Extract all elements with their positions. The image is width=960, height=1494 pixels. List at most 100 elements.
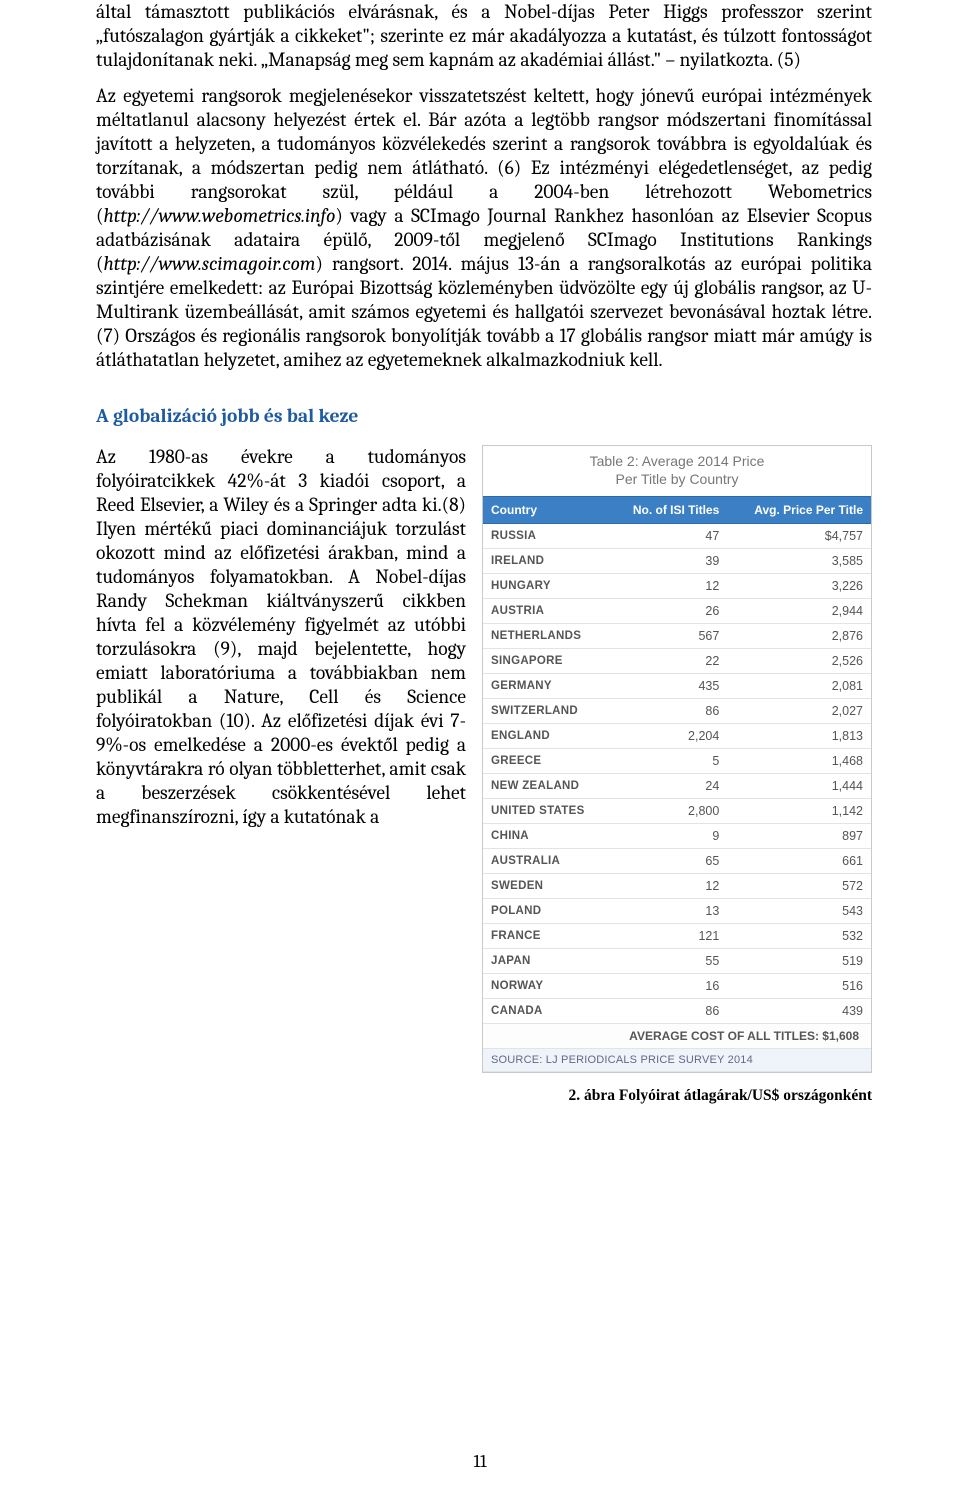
table-row: ENGLAND2,2041,813: [483, 724, 871, 749]
table-row: JAPAN55519: [483, 949, 871, 974]
paragraph-3: Az 1980-as évekre a tudományos folyóirat…: [96, 445, 466, 829]
page-number: 11: [0, 1451, 960, 1472]
cell-titles: 2,800: [609, 799, 727, 824]
header-country: Country: [483, 497, 609, 524]
paragraph-2: Az egyetemi rangsorok megjelenésekor vis…: [96, 84, 872, 372]
cell-country: ENGLAND: [483, 724, 609, 749]
cell-price: $4,757: [727, 524, 871, 549]
header-titles: No. of ISI Titles: [609, 497, 727, 524]
paragraph-1: által támasztott publikációs elvárásnak,…: [96, 0, 872, 72]
cell-titles: 12: [609, 874, 727, 899]
cell-titles: 22: [609, 649, 727, 674]
cell-titles: 55: [609, 949, 727, 974]
cell-titles: 435: [609, 674, 727, 699]
cell-price: 661: [727, 849, 871, 874]
cell-price: 572: [727, 874, 871, 899]
table-title-line1: Table 2: Average 2014 Price: [590, 453, 765, 469]
table-row: NETHERLANDS5672,876: [483, 624, 871, 649]
table-row: SWITZERLAND862,027: [483, 699, 871, 724]
table-source: SOURCE: LJ PERIODICALS PRICE SURVEY 2014: [483, 1049, 871, 1072]
table-average: AVERAGE COST OF ALL TITLES: $1,608: [483, 1024, 871, 1049]
table-row: SINGAPORE222,526: [483, 649, 871, 674]
table-row: CHINA9897: [483, 824, 871, 849]
cell-country: FRANCE: [483, 924, 609, 949]
cell-price: 3,226: [727, 574, 871, 599]
cell-price: 2,027: [727, 699, 871, 724]
cell-price: 2,876: [727, 624, 871, 649]
cell-titles: 65: [609, 849, 727, 874]
table-row: NEW ZEALAND241,444: [483, 774, 871, 799]
url-webometrics: http://www.webometrics.info: [103, 204, 335, 227]
table-title: Table 2: Average 2014 Price Per Title by…: [483, 446, 871, 496]
cell-country: JAPAN: [483, 949, 609, 974]
cell-titles: 121: [609, 924, 727, 949]
cell-country: AUSTRIA: [483, 599, 609, 624]
cell-price: 1,468: [727, 749, 871, 774]
cell-titles: 9: [609, 824, 727, 849]
cell-titles: 12: [609, 574, 727, 599]
cell-country: UNITED STATES: [483, 799, 609, 824]
cell-country: GREECE: [483, 749, 609, 774]
cell-country: AUSTRALIA: [483, 849, 609, 874]
cell-price: 1,142: [727, 799, 871, 824]
cell-country: CANADA: [483, 999, 609, 1024]
table-title-line2: Per Title by Country: [616, 471, 739, 487]
cell-country: CHINA: [483, 824, 609, 849]
table-average-row: AVERAGE COST OF ALL TITLES: $1,608: [483, 1024, 871, 1049]
table-row: AUSTRIA262,944: [483, 599, 871, 624]
table-row: IRELAND393,585: [483, 549, 871, 574]
table-row: AUSTRALIA65661: [483, 849, 871, 874]
cell-country: NETHERLANDS: [483, 624, 609, 649]
figure-caption: 2. ábra Folyóirat átlagárak/US$ országon…: [482, 1087, 872, 1105]
table-row: GREECE51,468: [483, 749, 871, 774]
cell-price: 2,526: [727, 649, 871, 674]
table-row: RUSSIA47$4,757: [483, 524, 871, 549]
cell-titles: 86: [609, 999, 727, 1024]
cell-titles: 16: [609, 974, 727, 999]
cell-country: SINGAPORE: [483, 649, 609, 674]
cell-titles: 86: [609, 699, 727, 724]
table-row: UNITED STATES2,8001,142: [483, 799, 871, 824]
cell-country: SWITZERLAND: [483, 699, 609, 724]
table-row: HUNGARY123,226: [483, 574, 871, 599]
table-row: POLAND13543: [483, 899, 871, 924]
cell-titles: 2,204: [609, 724, 727, 749]
price-table: Table 2: Average 2014 Price Per Title by…: [482, 445, 872, 1073]
cell-titles: 39: [609, 549, 727, 574]
cell-price: 519: [727, 949, 871, 974]
cell-titles: 5: [609, 749, 727, 774]
section-heading: A globalizáció jobb és bal keze: [96, 404, 872, 427]
cell-price: 3,585: [727, 549, 871, 574]
table-row: FRANCE121532: [483, 924, 871, 949]
cell-price: 516: [727, 974, 871, 999]
cell-price: 543: [727, 899, 871, 924]
cell-country: GERMANY: [483, 674, 609, 699]
cell-price: 2,944: [727, 599, 871, 624]
table-source-row: SOURCE: LJ PERIODICALS PRICE SURVEY 2014: [483, 1049, 871, 1072]
cell-titles: 13: [609, 899, 727, 924]
cell-price: 2,081: [727, 674, 871, 699]
cell-titles: 47: [609, 524, 727, 549]
cell-country: SWEDEN: [483, 874, 609, 899]
header-price: Avg. Price Per Title: [727, 497, 871, 524]
cell-country: POLAND: [483, 899, 609, 924]
table-row: NORWAY16516: [483, 974, 871, 999]
cell-country: RUSSIA: [483, 524, 609, 549]
cell-country: IRELAND: [483, 549, 609, 574]
url-scimago: http://www.scimagoir.com: [103, 252, 315, 275]
cell-price: 1,813: [727, 724, 871, 749]
cell-country: NORWAY: [483, 974, 609, 999]
cell-titles: 24: [609, 774, 727, 799]
cell-price: 1,444: [727, 774, 871, 799]
table-row: CANADA86439: [483, 999, 871, 1024]
cell-price: 439: [727, 999, 871, 1024]
cell-country: HUNGARY: [483, 574, 609, 599]
table-row: SWEDEN12572: [483, 874, 871, 899]
cell-titles: 567: [609, 624, 727, 649]
table-row: GERMANY4352,081: [483, 674, 871, 699]
cell-titles: 26: [609, 599, 727, 624]
cell-country: NEW ZEALAND: [483, 774, 609, 799]
cell-price: 532: [727, 924, 871, 949]
cell-price: 897: [727, 824, 871, 849]
table-header-row: Country No. of ISI Titles Avg. Price Per…: [483, 497, 871, 524]
